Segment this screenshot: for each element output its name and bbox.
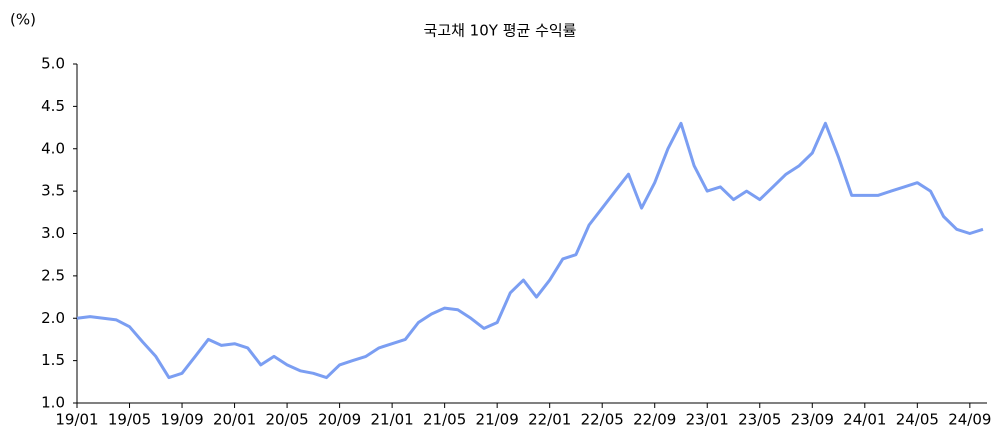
y-tick-label: 4.5 <box>41 97 65 115</box>
x-tick-label: 21/09 <box>476 411 519 429</box>
x-tick-label: 19/05 <box>108 411 151 429</box>
y-tick-label: 2.0 <box>41 309 65 327</box>
x-tick-label: 21/01 <box>371 411 414 429</box>
x-tick-label: 24/09 <box>948 411 991 429</box>
x-tick-label: 22/05 <box>581 411 624 429</box>
x-tick-label: 24/05 <box>896 411 939 429</box>
y-tick-label: 3.5 <box>41 182 65 200</box>
x-tick-label: 23/01 <box>686 411 729 429</box>
x-tick-label: 20/01 <box>213 411 256 429</box>
x-tick-label: 21/05 <box>423 411 466 429</box>
line-series <box>76 121 984 380</box>
x-tick-label: 19/01 <box>55 411 98 429</box>
x-tick-label: 20/05 <box>265 411 308 429</box>
x-tick-label: 19/09 <box>160 411 203 429</box>
y-tick-label: 1.5 <box>41 351 65 369</box>
x-tick-label: 22/09 <box>633 411 676 429</box>
y-tick-label: 1.0 <box>41 394 65 412</box>
y-tick-label: 3.0 <box>41 224 65 242</box>
y-axis-label: (%) <box>10 11 36 29</box>
x-tick-label: 23/05 <box>738 411 781 429</box>
chart-title: 국고채 10Y 평균 수익률 <box>424 22 577 40</box>
x-tick-label: 23/09 <box>791 411 834 429</box>
x-tick-label: 24/01 <box>843 411 886 429</box>
x-tick-label: 22/01 <box>528 411 571 429</box>
y-tick-label: 2.5 <box>41 266 65 284</box>
x-tick-label: 20/09 <box>318 411 361 429</box>
y-tick-label: 4.0 <box>41 139 65 157</box>
y-tick-label: 5.0 <box>41 55 65 73</box>
